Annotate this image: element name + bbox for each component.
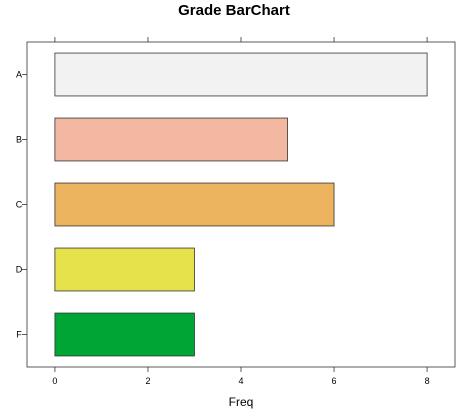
bar-d (54, 247, 195, 292)
chart-title: Grade BarChart (178, 2, 290, 19)
x-axis-ticks: 0 2 4 6 8 (52, 37, 430, 386)
x-tick-label: 6 (332, 376, 337, 386)
y-tick-label-a: A (16, 70, 22, 80)
bars-group (54, 52, 428, 357)
bar-a (54, 52, 428, 97)
bar-f (54, 312, 195, 357)
x-tick-label: 0 (52, 376, 57, 386)
bar-c (54, 182, 335, 227)
x-tick-label: 8 (425, 376, 430, 386)
y-tick-label-f: F (16, 330, 22, 340)
x-axis-title: Freq (229, 395, 254, 409)
x-tick-label: 2 (145, 376, 150, 386)
x-tick-label: 4 (238, 376, 243, 386)
y-tick-label-b: B (16, 135, 22, 145)
y-axis-ticks: A B C D F (16, 70, 27, 340)
y-tick-label-c: C (16, 200, 23, 210)
bar-b (54, 117, 288, 162)
y-tick-label-d: D (16, 265, 23, 275)
